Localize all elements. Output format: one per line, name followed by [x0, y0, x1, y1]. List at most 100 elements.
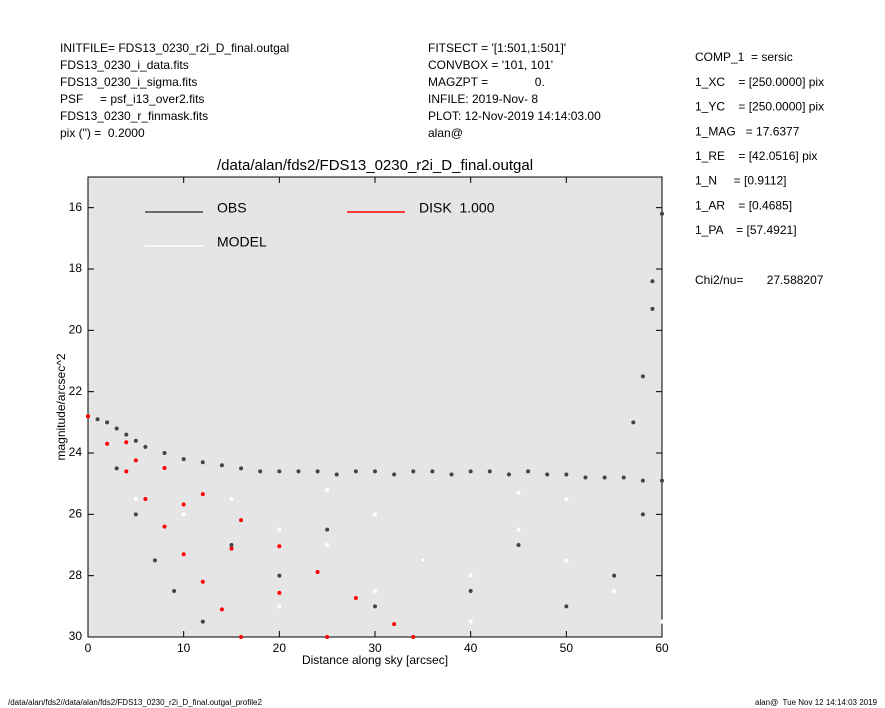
point: [640, 478, 645, 483]
point: [564, 497, 569, 501]
header-line: 1_RE = [42.0516] pix: [695, 149, 817, 163]
point: [602, 475, 607, 480]
point: [152, 558, 157, 563]
point: [660, 211, 664, 216]
point: [468, 619, 473, 624]
point: [133, 497, 138, 501]
point: [200, 460, 205, 465]
point: [353, 469, 358, 474]
point: [239, 518, 244, 523]
point: [325, 635, 330, 639]
point: [325, 527, 330, 532]
point: [181, 552, 186, 557]
x-tick-label: 10: [177, 641, 191, 655]
point: [650, 306, 655, 311]
header-line: 1_AR = [0.4685]: [695, 198, 792, 212]
point: [200, 492, 205, 497]
point: [143, 444, 148, 449]
point: [468, 573, 473, 578]
point: [373, 512, 377, 517]
point: [430, 469, 435, 474]
point: [516, 543, 521, 547]
point: [325, 487, 330, 492]
x-tick-label: 60: [655, 641, 669, 655]
header-line: PSF = psf_i13_over2.fits: [60, 92, 204, 106]
header-line: PLOT: 12-Nov-2019 14:14:03.00: [428, 109, 601, 123]
point: [468, 589, 473, 593]
point: [564, 604, 569, 609]
y-tick-label: 16: [69, 200, 83, 214]
header-line: 1_XC = [250.0000] pix: [695, 75, 824, 89]
footer-right: alan@ Tue Nov 12 14:14:03 2019: [755, 698, 878, 707]
header-line: 1_N = [0.9112]: [695, 174, 787, 188]
point: [181, 457, 186, 462]
x-tick-label: 0: [85, 641, 92, 655]
x-tick-label: 20: [273, 641, 287, 655]
point: [564, 472, 569, 477]
point: [516, 490, 521, 495]
point: [229, 543, 234, 547]
point: [392, 472, 397, 477]
point: [105, 441, 110, 446]
point: [420, 558, 425, 563]
header-line: alan@: [428, 126, 463, 140]
point: [133, 512, 138, 517]
point: [124, 469, 129, 474]
x-tick-label: 40: [464, 641, 478, 655]
legend-label: OBS: [217, 200, 247, 216]
header-line: FDS13_0230_i_data.fits: [60, 58, 189, 72]
point: [114, 466, 119, 471]
header-line: INITFILE= FDS13_0230_r2i_D_final.outgal: [60, 41, 289, 55]
point: [650, 279, 655, 284]
y-tick-label: 24: [69, 445, 83, 459]
point: [114, 426, 119, 431]
point: [373, 469, 377, 474]
header-line: MAGZPT = 0.: [428, 75, 545, 89]
point: [258, 469, 263, 474]
point: [660, 478, 664, 483]
header-line: 1_MAG = 17.6377: [695, 124, 800, 138]
point: [277, 573, 282, 578]
point: [411, 635, 416, 639]
y-tick-label: 28: [69, 568, 83, 582]
point: [133, 458, 138, 463]
point: [583, 475, 588, 480]
point: [239, 635, 244, 639]
point: [181, 512, 186, 517]
y-tick-label: 30: [69, 629, 83, 643]
point: [315, 469, 320, 474]
point: [621, 475, 626, 480]
header-line: FDS13_0230_r_finmask.fits: [60, 109, 208, 123]
point: [660, 619, 664, 624]
header-line: 1_YC = [250.0000] pix: [695, 100, 824, 114]
y-tick-label: 22: [69, 384, 83, 398]
point: [516, 527, 521, 532]
point: [506, 472, 511, 477]
header-line: INFILE: 2019-Nov- 8: [428, 92, 538, 106]
point: [640, 374, 645, 379]
point: [411, 469, 416, 474]
point: [124, 440, 129, 445]
point: [86, 414, 90, 419]
point: [373, 589, 377, 593]
point: [296, 469, 301, 474]
point: [124, 432, 129, 437]
point: [162, 524, 167, 529]
point: [219, 607, 224, 612]
point: [105, 420, 110, 425]
x-tick-label: 50: [560, 641, 574, 655]
point: [133, 438, 138, 443]
point: [487, 469, 492, 474]
point: [162, 451, 167, 455]
point: [564, 558, 569, 563]
y-tick-label: 20: [69, 323, 83, 337]
point: [526, 469, 531, 474]
point: [373, 604, 377, 609]
point: [229, 497, 234, 501]
point: [229, 546, 234, 551]
point: [640, 512, 645, 517]
header-line: 1_PA = [57.4921]: [695, 223, 797, 237]
point: [334, 472, 339, 477]
y-tick-label: 26: [69, 507, 83, 521]
